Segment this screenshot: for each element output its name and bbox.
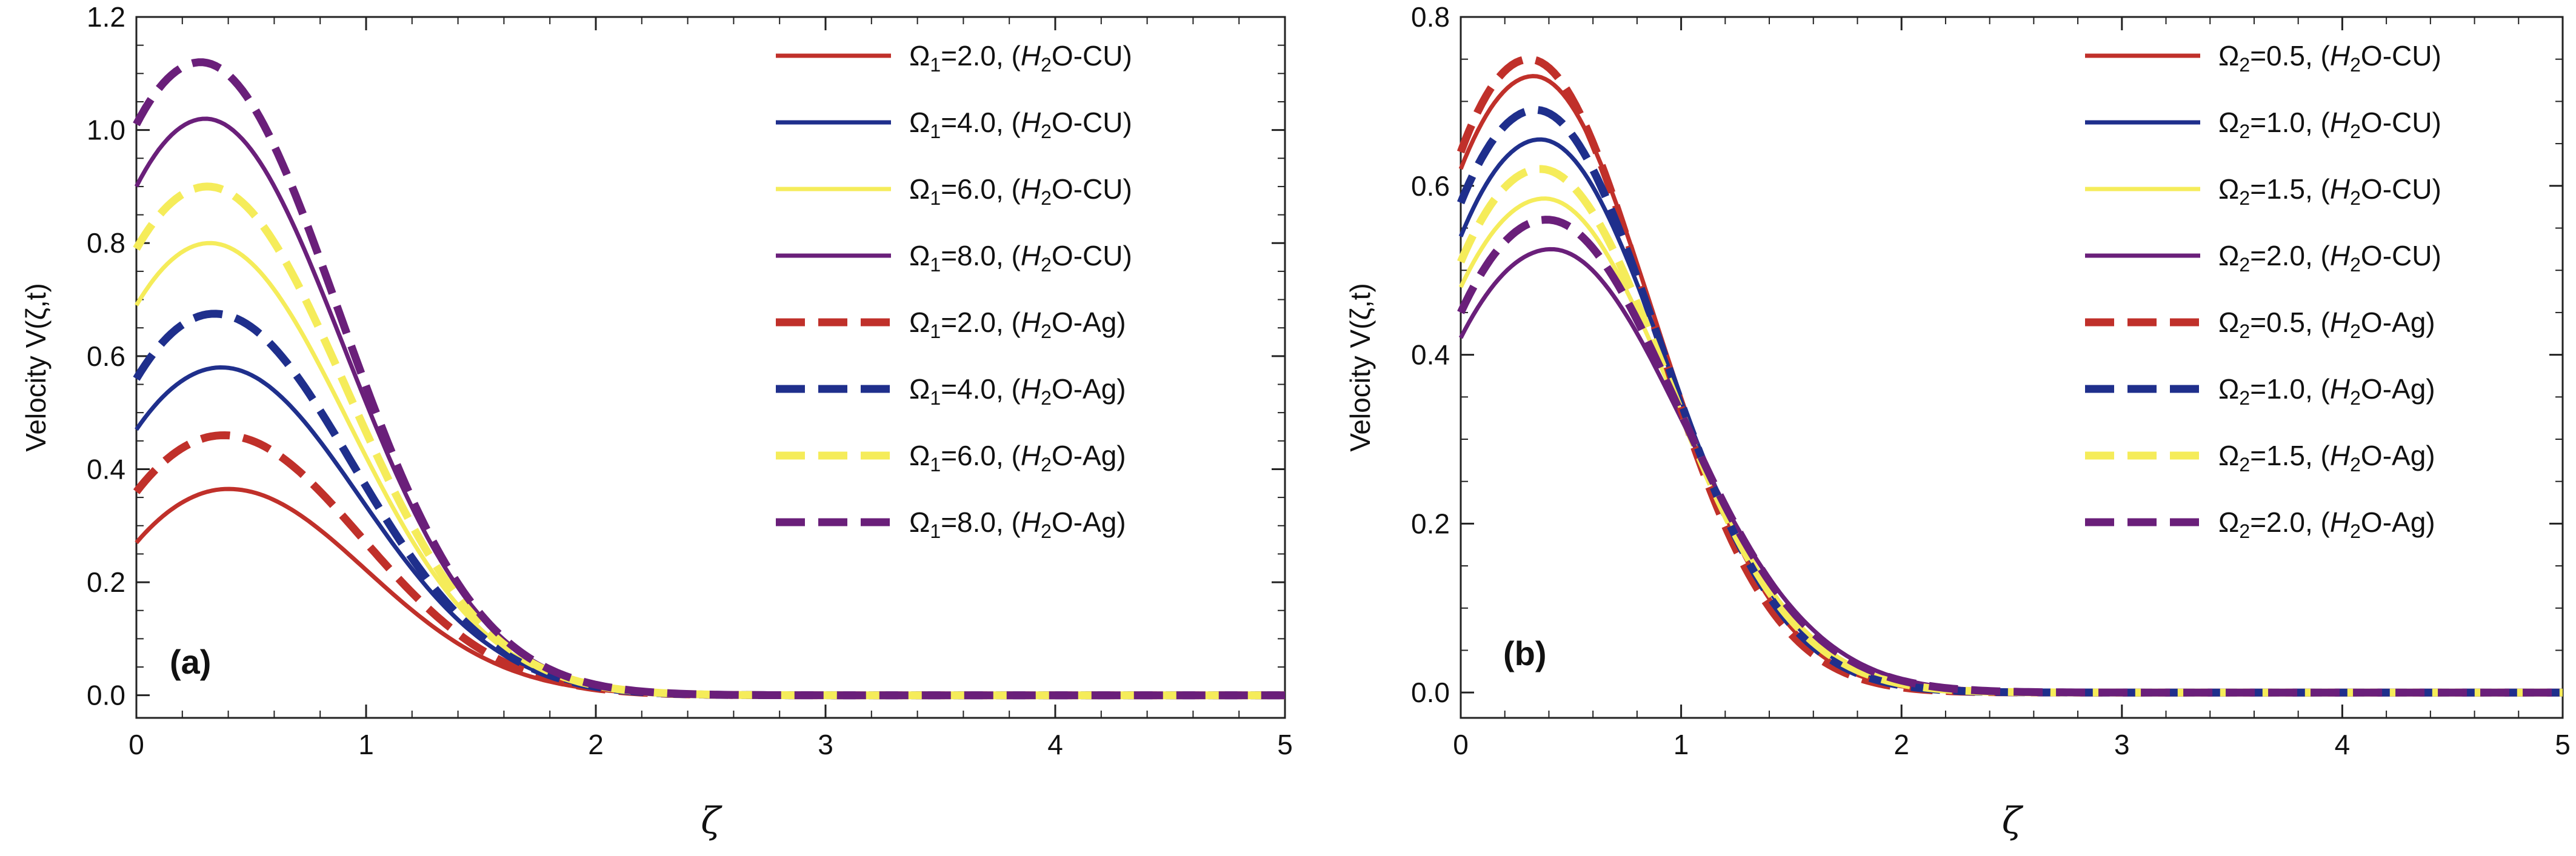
- panel-a-y-axis-label: Velocity V(ζ,t): [20, 283, 52, 451]
- panel-b-x-axis-label: ζ: [2002, 800, 2024, 842]
- panel-b-frame: [1460, 16, 2564, 719]
- y-tick-label: 0.4: [1411, 339, 1450, 371]
- panel-b-legend: Ω2=0.5, (H2O-CU) Ω2=1.0, (H2O-CU) Ω2=1.5, …: [2085, 40, 2441, 542]
- series-line-8: [133, 58, 1285, 700]
- legend-entry-4: Ω1=8.0, (H2O-CU): [909, 240, 1132, 276]
- y-tick-label: 0.8: [87, 227, 125, 259]
- x-tick-label: 2: [588, 729, 604, 760]
- y-tick-label: 1.2: [87, 1, 125, 33]
- legend-entry-3: Ω2=1.5, (H2O-CU): [2218, 173, 2441, 209]
- legend-entry-1: Ω2=0.5, (H2O-CU): [2218, 40, 2441, 76]
- panel-a-label: (a): [170, 643, 211, 681]
- y-tick-label: 0.8: [1411, 1, 1450, 33]
- legend-entry-6: Ω2=1.0, (H2O-Ag): [2218, 373, 2435, 409]
- legend-entry-8: Ω2=2.0, (H2O-Ag): [2218, 506, 2435, 542]
- x-tick-label: 0: [1453, 729, 1469, 760]
- x-tick-label: 5: [2555, 729, 2571, 760]
- series-line-6: [133, 310, 1285, 700]
- panel-a-ticks: 0 1 2 3 4 5 0.0 0.2 0.4 0.6 0.8 1.0 1.2: [87, 1, 1293, 760]
- legend-entry-7: Ω2=1.5, (H2O-Ag): [2218, 440, 2435, 476]
- panel-b-series: [1457, 55, 2563, 697]
- x-tick-label: 2: [1894, 729, 1909, 760]
- legend-entry-2: Ω2=1.0, (H2O-CU): [2218, 107, 2441, 142]
- panel-a-x-axis-label: ζ: [701, 800, 722, 842]
- x-tick-label: 0: [128, 729, 144, 760]
- x-tick-label: 1: [358, 729, 374, 760]
- x-tick-label: 4: [2335, 729, 2351, 760]
- x-tick-label: 3: [818, 729, 833, 760]
- legend-entry-6: Ω1=4.0, (H2O-Ag): [909, 373, 1126, 409]
- panel-b-y-axis-label: Velocity V(ζ,t): [1344, 283, 1376, 451]
- y-tick-label: 0.2: [1411, 508, 1450, 539]
- series-line-5: [133, 431, 1285, 700]
- legend-entry-1: Ω1=2.0, (H2O-CU): [909, 40, 1132, 76]
- panel-a: 0 1 2 3 4 5 0.0 0.2 0.4 0.6 0.8 1.0 1.2 Ω1=2.0, (H2O…: [20, 1, 1293, 842]
- series-line-2: [1458, 137, 2563, 695]
- legend-entry-8: Ω1=8.0, (H2O-Ag): [909, 506, 1126, 542]
- y-tick-label: 0.4: [87, 453, 125, 485]
- series-line-4: [134, 116, 1285, 698]
- y-tick-label: 0.2: [87, 566, 125, 598]
- legend-entry-4: Ω2=2.0, (H2O-CU): [2218, 240, 2441, 276]
- y-tick-label: 0.0: [1411, 677, 1450, 708]
- legend-entry-5: Ω1=2.0, (H2O-Ag): [909, 307, 1126, 342]
- panel-a-series: [133, 58, 1285, 700]
- legend-entry-3: Ω1=6.0, (H2O-CU): [909, 173, 1132, 209]
- x-tick-label: 4: [1047, 729, 1063, 760]
- y-tick-label: 0.0: [87, 680, 125, 711]
- legend-entry-7: Ω1=6.0, (H2O-Ag): [909, 440, 1126, 476]
- x-tick-label: 5: [1277, 729, 1293, 760]
- panel-a-frame: [135, 16, 1286, 719]
- legend-entry-2: Ω1=4.0, (H2O-CU): [909, 107, 1132, 142]
- series-line-8: [1457, 216, 2563, 697]
- legend-entry-5: Ω2=0.5, (H2O-Ag): [2218, 307, 2435, 342]
- x-tick-label: 1: [1673, 729, 1689, 760]
- panel-a-legend: Ω1=2.0, (H2O-CU) Ω1=4.0, (H2O-CU) Ω1=6.0, …: [776, 40, 1132, 542]
- panel-b: 0 1 2 3 4 50.00.20.40.60.8 Ω2=0.5, (H2O-CU)Ω2…: [1344, 1, 2571, 842]
- y-tick-label: 0.6: [87, 340, 125, 372]
- x-tick-label: 3: [2114, 729, 2130, 760]
- y-tick-label: 0.6: [1411, 170, 1450, 202]
- y-tick-label: 1.0: [87, 114, 125, 146]
- series-line-7: [1457, 165, 2563, 697]
- panel-b-ticks: 0 1 2 3 4 5 0.0 0.2 0.4 0.6 0.8: [1411, 1, 2571, 760]
- panel-b-label: (b): [1503, 634, 1547, 672]
